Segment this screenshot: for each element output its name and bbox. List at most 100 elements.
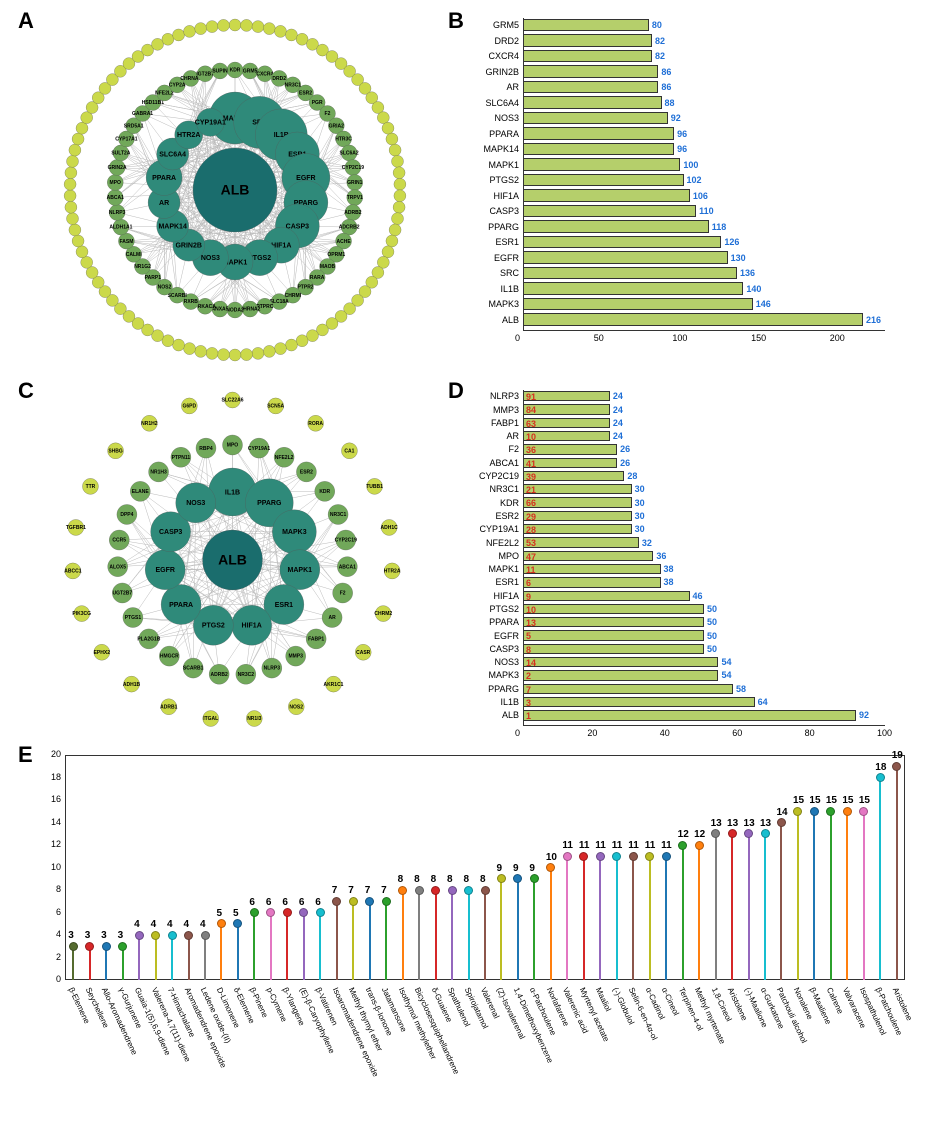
- lollipop-dot: [464, 886, 473, 895]
- bar: 8: [523, 644, 704, 654]
- bar-value: 86: [661, 82, 671, 92]
- bar-label: ESR1: [465, 577, 523, 587]
- bar-row: KDR6630: [465, 496, 915, 509]
- svg-text:CA1: CA1: [344, 448, 354, 454]
- lollipop-stick: [484, 890, 486, 980]
- lollipop-value: 6: [249, 897, 255, 908]
- bar: [523, 112, 668, 125]
- lollipop-stick: [72, 946, 74, 980]
- lollipop-value: 5: [216, 908, 222, 919]
- lollipop-stick: [797, 811, 799, 980]
- bar-label: CASP3: [465, 206, 523, 216]
- svg-text:PARP1: PARP1: [145, 275, 162, 281]
- bar-value: 30: [635, 511, 645, 521]
- lollipop-stick: [599, 856, 601, 980]
- lollipop-value: 15: [859, 795, 870, 806]
- svg-text:ADCRB2: ADCRB2: [339, 225, 360, 231]
- svg-text:ALDH1A1: ALDH1A1: [109, 225, 132, 231]
- lollipop-value: 12: [678, 829, 689, 840]
- bar-value: 58: [736, 684, 746, 694]
- bar-value: 24: [613, 391, 623, 401]
- lollipop-stick: [533, 879, 535, 980]
- lollipop-value: 8: [398, 874, 404, 885]
- bar: [523, 127, 674, 140]
- svg-text:NR1G2: NR1G2: [134, 264, 151, 270]
- svg-text:PPARG: PPARG: [257, 500, 282, 507]
- lollipop-stick: [253, 913, 255, 981]
- panel-label-B: B: [448, 8, 464, 34]
- lollipop-stick: [863, 811, 865, 980]
- svg-text:ALB: ALB: [218, 552, 247, 568]
- lollipop-stick: [616, 856, 618, 980]
- svg-text:FASM: FASM: [119, 239, 133, 245]
- bar-row: PTGS21050: [465, 603, 915, 616]
- lollipop-dot: [645, 852, 654, 861]
- bar-row: CYP2C193928: [465, 470, 915, 483]
- svg-text:NODA2: NODA2: [226, 308, 244, 314]
- lollipop-dot: [563, 852, 572, 861]
- svg-text:ADH1B: ADH1B: [123, 682, 141, 688]
- bar-value: 46: [693, 591, 703, 601]
- bar-label: ALB: [465, 315, 523, 325]
- bar-label: NLRP3: [465, 391, 523, 401]
- lollipop-value: 3: [68, 930, 74, 941]
- lollipop-value: 10: [546, 852, 557, 863]
- lollipop-value: 11: [628, 840, 639, 851]
- lollipop-value: 4: [184, 919, 190, 930]
- svg-text:HIF1A: HIF1A: [242, 623, 262, 630]
- svg-text:HTR2A: HTR2A: [177, 132, 200, 139]
- bar: 6: [523, 577, 661, 587]
- bar-row: CASP3110: [465, 204, 915, 218]
- bar-value: 30: [635, 484, 645, 494]
- lollipop-stick: [435, 890, 437, 980]
- lollipop-value: 19: [892, 750, 903, 761]
- svg-text:SLC6A4: SLC6A4: [159, 151, 186, 158]
- svg-text:ESR2: ESR2: [300, 470, 313, 476]
- svg-text:NFE2L2: NFE2L2: [155, 91, 174, 97]
- lollipop-stick: [665, 856, 667, 980]
- svg-text:CXCR4: CXCR4: [256, 71, 273, 77]
- network-A: ALBMAPK3SRCIL1BESR1EGFRPPARGCASP3HIF1APT…: [50, 15, 420, 365]
- bar-label: ABCA1: [465, 458, 523, 468]
- lollipop-E: 024681012141618203β-Elemene3Seychellene3…: [35, 755, 915, 1125]
- bar-value: 38: [664, 564, 674, 574]
- bar-value: 140: [746, 284, 761, 294]
- lollipop-dot: [102, 942, 111, 951]
- lollipop-stick: [220, 924, 222, 980]
- bar: [523, 251, 728, 264]
- svg-text:ALB: ALB: [221, 182, 250, 198]
- panel-label-A: A: [18, 8, 34, 34]
- bar-row: FABP16324: [465, 417, 915, 430]
- lollipop-stick: [517, 879, 519, 980]
- bar-row: NFE2L25332: [465, 536, 915, 549]
- svg-text:MAPK1: MAPK1: [288, 567, 313, 574]
- bar-row: MAPK1496: [465, 142, 915, 156]
- svg-text:ADRB2: ADRB2: [211, 672, 228, 678]
- lollipop-stick: [764, 834, 766, 980]
- svg-text:CYP17A1: CYP17A1: [115, 137, 137, 143]
- svg-text:NR1H3: NR1H3: [150, 470, 167, 476]
- bar-label: CYP19A1: [465, 524, 523, 534]
- bar: [523, 34, 652, 47]
- lollipop-stick: [319, 913, 321, 981]
- svg-text:F2: F2: [340, 591, 346, 597]
- lollipop-value: 4: [167, 919, 173, 930]
- bar-row: ALB216: [465, 313, 915, 327]
- bar-label: F2: [465, 444, 523, 454]
- lollipop-stick: [731, 834, 733, 980]
- bar: [523, 220, 709, 233]
- svg-text:MAPK14: MAPK14: [158, 223, 187, 230]
- bar-value: 54: [721, 670, 731, 680]
- svg-text:ELANE: ELANE: [132, 489, 150, 495]
- lollipop-dot: [728, 829, 737, 838]
- lollipop-dot: [316, 908, 325, 917]
- bar-label: NOS3: [465, 657, 523, 667]
- bar-row: EGFR550: [465, 629, 915, 642]
- svg-text:EGFR: EGFR: [155, 567, 174, 574]
- svg-text:CHRM2: CHRM2: [374, 611, 392, 617]
- svg-text:ABCC1: ABCC1: [64, 569, 81, 575]
- bar-label: MAPK14: [465, 144, 523, 154]
- lollipop-stick: [698, 845, 700, 980]
- lollipop-stick: [89, 946, 91, 980]
- svg-text:RORA: RORA: [308, 421, 323, 427]
